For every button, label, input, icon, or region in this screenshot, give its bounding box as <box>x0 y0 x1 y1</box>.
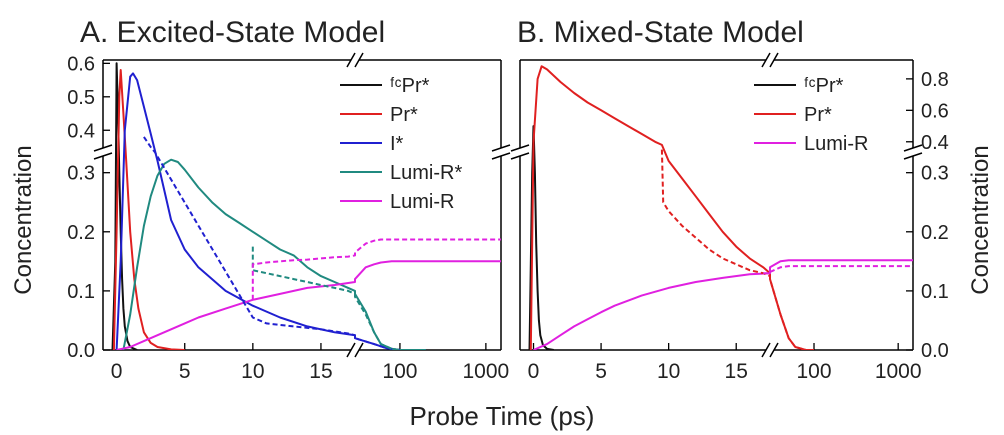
axis-break-mark <box>903 152 923 160</box>
x-tick-label: 100 <box>382 360 417 383</box>
axis-break-mark <box>491 144 511 152</box>
series-line-lumi-r <box>533 259 913 350</box>
axis-break-mark <box>510 152 530 160</box>
y-ticks: 0.0 0.1 0.2 0.3 0.4 0.5 0.6 <box>67 53 110 362</box>
series-line-lumi-r <box>116 260 501 350</box>
y-axis-label-left: Concentration <box>10 145 37 294</box>
y-tick-label: 0.5 <box>67 87 95 109</box>
x-tick-label: 0 <box>528 360 540 383</box>
x-tick-label: 1000 <box>463 360 510 383</box>
chart-a-plot: 0 5 10 15 100 1000 0.0 0.1 0.2 0.3 0.4 0.5 0.6 ᶠᶜPr* P… <box>67 52 511 383</box>
series-line-unnamed-dashed <box>251 238 501 300</box>
shared-x-axis-label: Probe Time (ps) <box>410 401 595 431</box>
axis-break-mark <box>491 152 511 160</box>
legend-label: Pr* <box>804 104 832 126</box>
series-line-pr- <box>529 65 814 350</box>
y-tick-label: 0.4 <box>921 132 949 154</box>
series-line-unnamed-dashed <box>143 136 401 350</box>
axis-break-mark <box>354 342 364 358</box>
legend-label: Pr* <box>390 104 418 126</box>
legend-label: I* <box>390 133 404 155</box>
y-tick-label: 0.3 <box>67 163 95 185</box>
legend: ᶠᶜPr* Pr* I* Lumi-R* Lumi-R <box>340 75 462 213</box>
x-ticks: 0 5 10 15 100 1000 <box>528 343 922 383</box>
legend-label: Lumi-R <box>390 191 454 213</box>
y-tick-label: 0.6 <box>67 53 95 75</box>
x-tick-label: 1000 <box>875 360 922 383</box>
legend-label: Lumi-R <box>804 133 868 155</box>
x-tick-label: 5 <box>595 360 607 383</box>
series-line-unnamed-dashed <box>251 246 401 350</box>
y-axis-label-right: Concentration <box>967 145 994 294</box>
series-line-pr- <box>112 69 185 350</box>
axis-break-mark <box>769 52 779 68</box>
axis-break-mark <box>346 52 356 68</box>
axis-break-mark <box>761 342 771 358</box>
x-tick-label: 5 <box>179 360 191 383</box>
chart-b-title: B. Mixed-State Model <box>517 16 804 49</box>
axis-break-mark <box>354 52 364 68</box>
y-tick-label: 0.0 <box>921 340 949 362</box>
axis-break-mark <box>93 144 113 152</box>
y-tick-label: 0.2 <box>67 222 95 244</box>
chart-a-title: A. Excited-State Model <box>80 16 385 49</box>
axis-break-mark <box>903 144 923 152</box>
y-ticks: 0.0 0.1 0.2 0.3 0.4 0.6 0.8 <box>906 69 949 362</box>
series-group <box>111 62 501 350</box>
legend: ᶠᶜPr* Pr* Lumi-R <box>754 75 868 155</box>
y-tick-label: 0.6 <box>921 100 949 122</box>
x-tick-label: 10 <box>657 360 680 383</box>
legend-label: Lumi-R* <box>390 162 462 184</box>
y-tick-label: 0.0 <box>67 340 95 362</box>
x-tick-label: 15 <box>725 360 748 383</box>
y-tick-label: 0.3 <box>921 163 949 185</box>
y-tick-label: 0.2 <box>921 222 949 244</box>
y-tick-label: 0.8 <box>921 69 949 91</box>
x-tick-label: 15 <box>309 360 332 383</box>
y-tick-label: 0.1 <box>67 281 95 303</box>
plot-frame <box>93 52 511 358</box>
x-tick-label: 10 <box>241 360 264 383</box>
axis-break-mark <box>93 152 113 160</box>
legend-label: ᶠᶜPr* <box>804 75 844 97</box>
y-tick-label: 0.1 <box>921 281 949 303</box>
legend-label: ᶠᶜPr* <box>390 75 430 97</box>
axis-break-mark <box>769 342 779 358</box>
axis-break-mark <box>346 342 356 358</box>
axis-break-mark <box>761 52 771 68</box>
plot-frame <box>510 52 923 358</box>
axis-break-mark <box>510 144 530 152</box>
x-tick-label: 100 <box>796 360 831 383</box>
x-tick-label: 0 <box>111 360 123 383</box>
series-group <box>528 65 913 350</box>
y-tick-label: 0.4 <box>67 120 95 142</box>
series-line-unnamed-dashed <box>763 265 913 275</box>
series-line-unnamed-dashed <box>660 149 814 350</box>
x-ticks: 0 5 10 15 100 1000 <box>111 343 509 383</box>
series-line-lumi-r- <box>122 158 426 350</box>
